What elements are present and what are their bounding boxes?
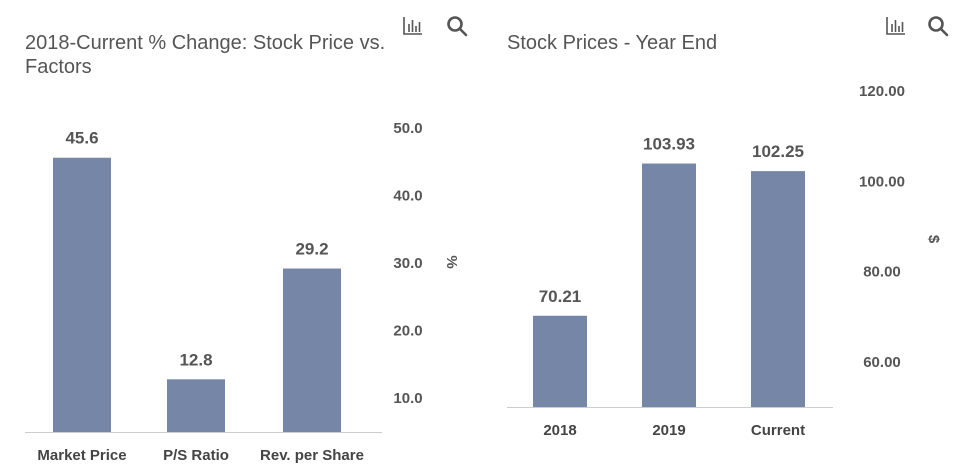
- x-tick-label: P/S Ratio: [163, 447, 229, 464]
- magnifier-icon[interactable]: [445, 14, 469, 38]
- magnifier-icon[interactable]: [926, 14, 950, 38]
- left-chart-title: 2018-Current % Change: Stock Price vs. F…: [25, 32, 386, 78]
- bar: [642, 163, 696, 407]
- y-tick-label: 20.0: [393, 323, 422, 340]
- y-tick-label: 60.00: [863, 354, 901, 371]
- bar-chart-icon[interactable]: [401, 14, 425, 38]
- bar-chart-icon[interactable]: [884, 14, 908, 38]
- right-chart-panel: Stock Prices - Year End 70.21 2018 103.93 2…: [480, 0, 959, 471]
- x-tick-label: 2019: [652, 422, 685, 439]
- x-tick-label: Rev. per Share: [260, 447, 364, 464]
- y-tick-label: 30.0: [393, 255, 422, 272]
- x-tick-label: Current: [751, 422, 805, 439]
- left-bar-chart: 45.6 Market Price 12.8 P/S Ratio 29.2 Rev. pe…: [25, 120, 460, 464]
- y-axis-label: $: [925, 235, 942, 244]
- bar: [53, 157, 111, 433]
- data-label: 70.21: [539, 287, 582, 306]
- data-label: 103.93: [643, 135, 695, 154]
- right-chart-title: Stock Prices - Year End: [507, 32, 718, 54]
- x-tick-label: Market Price: [37, 447, 126, 464]
- y-tick-label: 50.0: [393, 120, 422, 137]
- data-label: 29.2: [295, 240, 328, 259]
- y-axis-label: %: [443, 255, 460, 268]
- data-label: 12.8: [179, 350, 212, 369]
- data-label: 102.25: [752, 142, 804, 161]
- y-tick-label: 100.00: [859, 173, 905, 190]
- x-tick-label: 2018: [543, 422, 576, 439]
- y-tick-label: 80.00: [863, 264, 901, 281]
- left-chart-panel: 2018-Current % Change: Stock Price vs. F…: [25, 14, 469, 464]
- right-bar-chart: 70.21 2018 103.93 2019 102.25 Current 60.00 80.…: [507, 83, 942, 439]
- data-label: 45.6: [65, 129, 98, 148]
- y-tick-label: 40.0: [393, 188, 422, 205]
- y-tick-label: 10.0: [393, 390, 422, 407]
- y-tick-label: 120.00: [859, 83, 905, 100]
- bar: [167, 379, 225, 432]
- bar: [533, 315, 587, 407]
- bar: [283, 268, 341, 432]
- bar: [751, 171, 805, 407]
